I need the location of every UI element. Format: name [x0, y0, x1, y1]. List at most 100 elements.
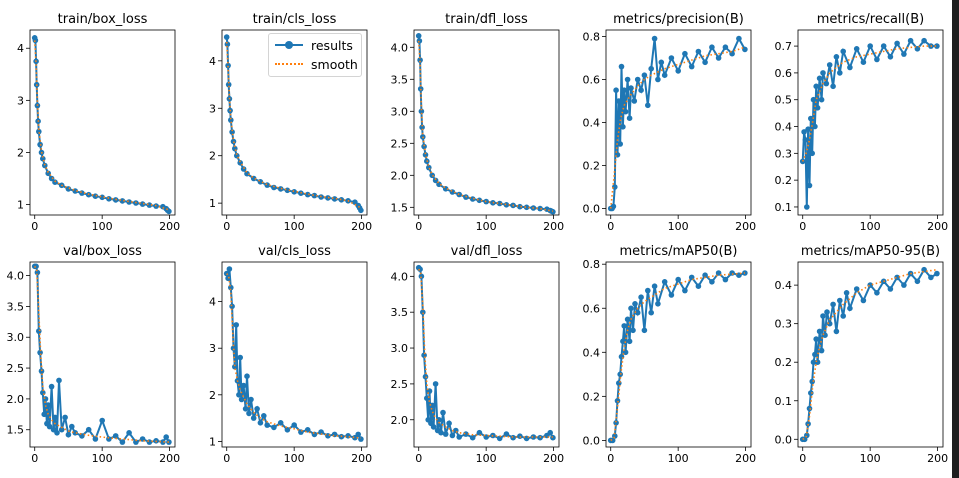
y-tick-label: 0.8: [583, 30, 601, 43]
results-point: [837, 70, 843, 76]
results-point: [914, 278, 921, 285]
x-tick-label: 200: [927, 452, 948, 465]
results-point: [432, 177, 439, 184]
y-tick-label: 4: [209, 296, 216, 309]
results-point: [456, 434, 463, 440]
y-tick-label: 3.5: [391, 306, 409, 319]
subplot-title: metrics/mAP50(B): [619, 244, 737, 259]
results-point: [429, 402, 436, 409]
results-point: [223, 34, 230, 40]
results-point: [614, 152, 621, 158]
results-point: [284, 427, 291, 433]
x-tick-label: 200: [351, 452, 372, 465]
results-point: [624, 316, 631, 323]
smooth-series-line: [226, 273, 361, 439]
y-tick-label: 3.0: [391, 342, 409, 355]
results-point: [626, 338, 633, 345]
results-point: [921, 37, 927, 44]
results-point: [840, 48, 846, 55]
y-tick-label: 0.6: [775, 67, 793, 80]
results-point: [517, 203, 523, 210]
results-point: [813, 83, 819, 90]
results-point: [65, 186, 72, 192]
results-point: [119, 198, 126, 204]
results-point: [614, 398, 621, 404]
results-point: [146, 439, 153, 445]
results-point: [469, 434, 476, 441]
results-point: [232, 364, 238, 370]
y-tick-label: 4.0: [391, 41, 409, 54]
x-tick-label: 0: [31, 220, 38, 233]
x-tick-label: 0: [415, 452, 422, 465]
subplot-6: val/box_loss 0 100 200 1.5 2.0 2.5 3.0 3.5 4.0: [7, 244, 181, 465]
results-point: [801, 129, 807, 135]
results-point: [805, 126, 811, 132]
y-tick-label: 2.5: [391, 378, 409, 391]
y-tick-label: 2.5: [391, 137, 409, 150]
results-point: [695, 283, 702, 290]
results-point: [523, 204, 530, 211]
results-series-line: [610, 271, 746, 442]
y-tick-label: 0.5: [775, 94, 793, 107]
results-point: [675, 276, 681, 283]
y-tick-label: 4.0: [391, 270, 409, 283]
y-tick-label: 2: [209, 389, 216, 402]
results-point: [240, 382, 247, 389]
subplot-2: train/cls_loss 0 100 200 1 2 3 4: [209, 12, 372, 233]
results-point: [622, 108, 629, 115]
x-tick-label: 0: [223, 220, 230, 233]
results-point: [655, 76, 661, 83]
results-point: [264, 422, 271, 428]
results-point: [833, 54, 840, 60]
results-point: [248, 396, 254, 403]
results-point: [880, 43, 887, 49]
results-point: [133, 439, 139, 445]
results-point: [853, 46, 860, 52]
results-series-line: [802, 267, 938, 441]
y-tick-label: 2: [17, 146, 24, 159]
results-point: [894, 40, 900, 47]
results-point: [816, 75, 823, 82]
results-point: [804, 204, 810, 210]
smooth-dotted-line-icon: [275, 58, 303, 70]
results-point: [641, 327, 648, 334]
results-point: [318, 429, 324, 435]
results-point: [617, 141, 623, 147]
y-tick-label: 0.4: [583, 346, 601, 359]
results-point: [661, 72, 668, 78]
y-tick-label: 1.5: [391, 201, 409, 214]
subplot-5: metrics/recall(B) 0 100 200 0.1 0.2 0.3 0.4 0.5 0…: [775, 12, 949, 233]
results-point: [355, 431, 362, 438]
results-point: [438, 429, 444, 436]
results-point: [418, 273, 425, 280]
results-point: [632, 301, 638, 307]
results-point: [358, 207, 364, 214]
x-tick-label: 100: [284, 452, 305, 465]
results-point: [229, 303, 235, 310]
results-point: [429, 172, 436, 179]
results-point: [934, 270, 940, 277]
results-point: [160, 439, 166, 445]
y-tick-label: 0.3: [775, 318, 793, 331]
y-tick-label: 1: [17, 199, 24, 212]
results-point: [547, 429, 553, 436]
results-point: [847, 305, 853, 312]
results-point: [695, 48, 702, 55]
results-point: [469, 196, 476, 202]
x-tick-label: 100: [92, 452, 113, 465]
results-point: [436, 417, 442, 423]
results-point: [417, 57, 423, 63]
y-tick-label: 0.7: [775, 40, 793, 53]
results-point: [139, 201, 146, 207]
results-point: [42, 162, 48, 169]
x-tick-label: 0: [415, 220, 422, 233]
results-point: [901, 282, 907, 288]
results-point: [48, 175, 55, 182]
y-tick-label: 2.5: [7, 362, 25, 375]
y-tick-label: 1: [209, 197, 216, 210]
results-point: [62, 414, 68, 421]
results-point: [702, 272, 708, 279]
results-point: [616, 98, 622, 104]
smooth-series-line: [801, 45, 937, 162]
results-point: [638, 294, 644, 301]
